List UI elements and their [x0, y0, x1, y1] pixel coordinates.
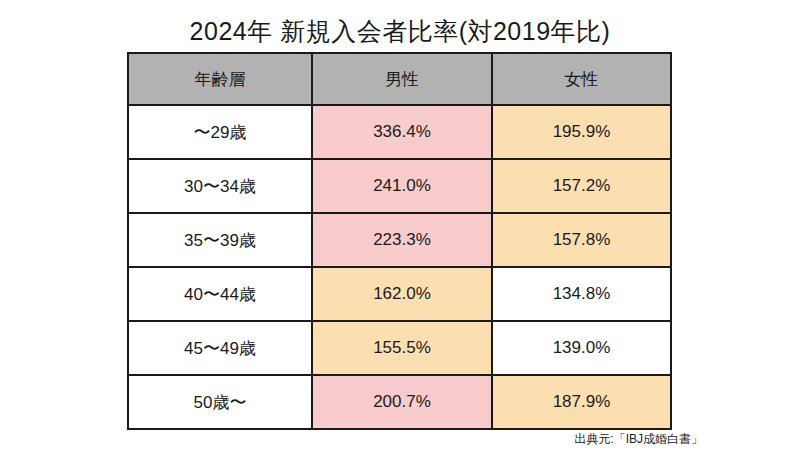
age-cell: 50歳〜: [128, 375, 312, 429]
age-cell: 35〜39歳: [128, 213, 312, 267]
female-value-cell: 139.0%: [492, 321, 671, 375]
male-value-cell: 162.0%: [312, 267, 492, 321]
age-cell: 30〜34歳: [128, 159, 312, 213]
header-male: 男性: [312, 53, 492, 105]
table-row: 35〜39歳 223.3% 157.8%: [128, 213, 671, 267]
table-row: 50歳〜 200.7% 187.9%: [128, 375, 671, 429]
header-female: 女性: [492, 53, 671, 105]
male-value-cell: 200.7%: [312, 375, 492, 429]
male-value-cell: 223.3%: [312, 213, 492, 267]
header-age-group: 年齢層: [128, 53, 312, 105]
table-row: 45〜49歳 155.5% 139.0%: [128, 321, 671, 375]
male-value-cell: 241.0%: [312, 159, 492, 213]
female-value-cell: 134.8%: [492, 267, 671, 321]
source-caption: 出典元:「IBJ成婚白書」: [574, 431, 703, 448]
page-title: 2024年 新規入会者比率(対2019年比): [0, 15, 800, 48]
page: 2024年 新規入会者比率(対2019年比) 年齢層 男性 女性 〜29歳 33…: [0, 0, 800, 450]
female-value-cell: 157.8%: [492, 213, 671, 267]
table-header-row: 年齢層 男性 女性: [128, 53, 671, 105]
table-row: 〜29歳 336.4% 195.9%: [128, 105, 671, 159]
new-members-ratio-table: 年齢層 男性 女性 〜29歳 336.4% 195.9% 30〜34歳 241.…: [127, 52, 672, 430]
table-row: 40〜44歳 162.0% 134.8%: [128, 267, 671, 321]
female-value-cell: 187.9%: [492, 375, 671, 429]
age-cell: 45〜49歳: [128, 321, 312, 375]
female-value-cell: 157.2%: [492, 159, 671, 213]
male-value-cell: 336.4%: [312, 105, 492, 159]
male-value-cell: 155.5%: [312, 321, 492, 375]
age-cell: 〜29歳: [128, 105, 312, 159]
table-row: 30〜34歳 241.0% 157.2%: [128, 159, 671, 213]
age-cell: 40〜44歳: [128, 267, 312, 321]
female-value-cell: 195.9%: [492, 105, 671, 159]
